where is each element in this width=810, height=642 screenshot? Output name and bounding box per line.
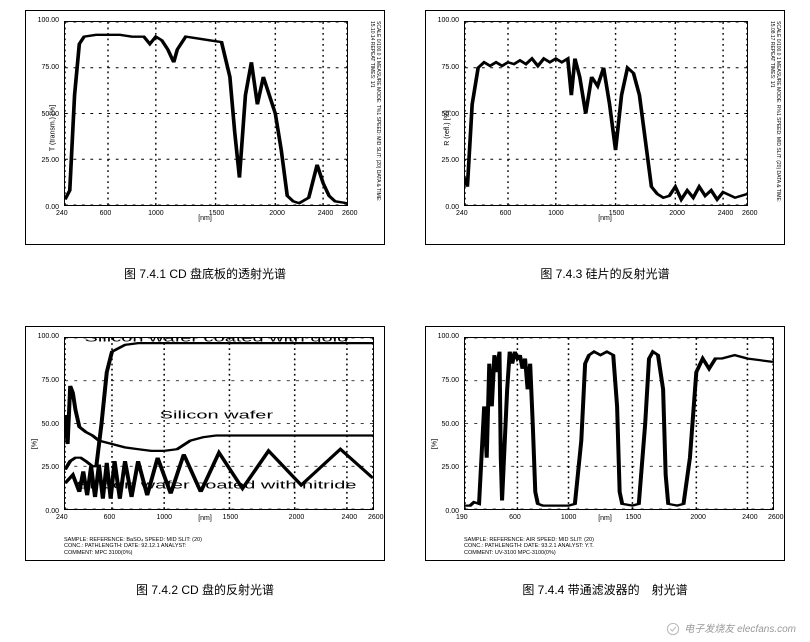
x-axis-label: [nm]: [598, 515, 612, 522]
panel-7-4-1: T (transm.) [%] [nm] SCALE 0/100.0 1 MEA…: [20, 10, 390, 316]
caption: 图 7.4.4 带通滤波器的 射光谱: [522, 581, 687, 598]
series-line: [465, 352, 773, 506]
plot-area: [64, 21, 348, 206]
plot-svg: [65, 22, 347, 205]
plot-area: [464, 337, 774, 510]
panel-7-4-3: R (refl.) [%] [nm] SCALE 0/100.0 1 MEASU…: [420, 10, 790, 316]
plot-svg: Silicon wafer coated with gold Silicon wa…: [65, 338, 373, 509]
panel-7-4-2: Silicon wafer coated with gold Silicon wa…: [20, 326, 390, 632]
series-line: [65, 35, 347, 203]
chart-box: R (refl.) [%] [nm] SCALE 0/100.0 1 MEASU…: [425, 10, 785, 245]
svg-text:Silicon wafer coated with gold: Silicon wafer coated with gold: [85, 338, 349, 344]
chart-box: [%] [nm] SAMPLE: REFERENCE: AIR SPEED: M…: [425, 326, 785, 561]
panel-7-4-4: [%] [nm] SAMPLE: REFERENCE: AIR SPEED: M…: [420, 326, 790, 632]
plot-area: Silicon wafer coated with gold Silicon wa…: [64, 337, 374, 510]
svg-text:Silicon wafer: Silicon wafer: [160, 409, 274, 421]
watermark: 电子发烧友 elecfans.com: [666, 620, 796, 636]
caption: 图 7.4.3 硅片的反射光谱: [540, 265, 669, 282]
x-axis-label: [nm]: [198, 515, 212, 522]
right-metadata: SCALE 0/100.0 1 MEASURE MODE: T%1 SPEED:…: [353, 21, 381, 206]
watermark-text: 电子发烧友 elecfans.com: [684, 624, 796, 635]
footer-metadata: SAMPLE: REFERENCE: AIR SPEED: MID SLIT: …: [464, 537, 774, 556]
plot-svg: [465, 338, 773, 509]
figure-grid: T (transm.) [%] [nm] SCALE 0/100.0 1 MEA…: [0, 0, 810, 642]
series-nitride: [65, 449, 373, 499]
caption: 图 7.4.2 CD 盘的反射光谱: [136, 581, 274, 598]
gridlines: [465, 22, 747, 205]
svg-text:Silicon wafer coated with nitr: Silicon wafer coated with nitride: [76, 479, 356, 491]
caption: 图 7.4.1 CD 盘底板的透射光谱: [124, 265, 286, 282]
footer-metadata: SAMPLE: REFERENCE: BaSO₄ SPEED: MID SLIT…: [64, 537, 374, 556]
series-line: [465, 59, 747, 200]
annotations: Silicon wafer coated with gold Silicon wa…: [76, 338, 356, 491]
y-axis-label: [%]: [32, 438, 39, 448]
y-axis-label: [%]: [432, 438, 439, 448]
plot-area: [464, 21, 748, 206]
plot-svg: [465, 22, 747, 205]
chart-box: Silicon wafer coated with gold Silicon wa…: [25, 326, 385, 561]
gridlines: [65, 22, 347, 205]
chart-box: T (transm.) [%] [nm] SCALE 0/100.0 1 MEA…: [25, 10, 385, 245]
right-metadata: SCALE 0/100.0 1 MEASURE MODE: R%1 SPEED:…: [753, 21, 781, 206]
watermark-logo-icon: [666, 622, 680, 636]
